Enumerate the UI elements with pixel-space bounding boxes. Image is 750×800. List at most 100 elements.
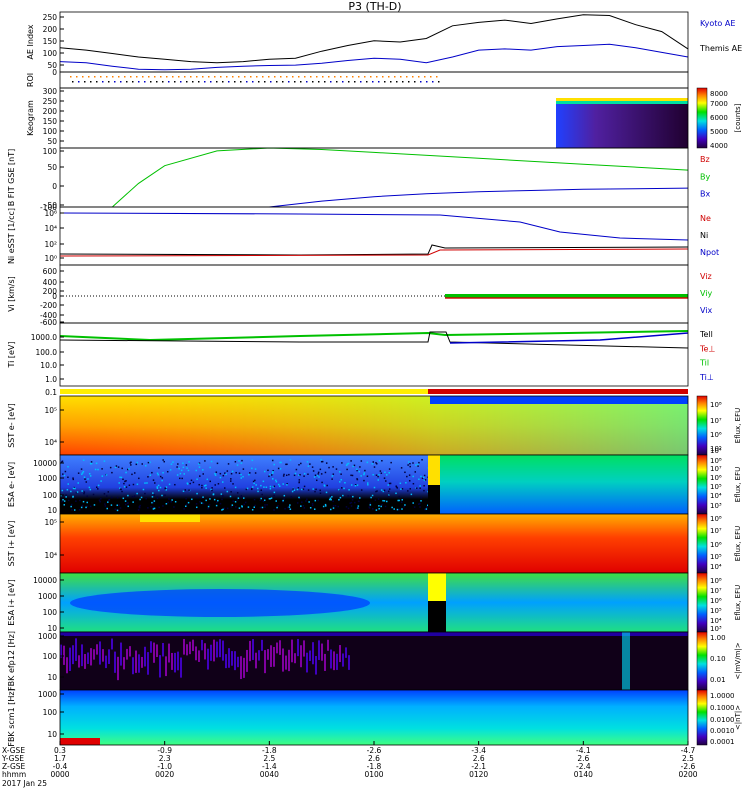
colorbar-label: Eflux, EFU (734, 467, 742, 502)
x-tick-label: 0140 (574, 770, 593, 779)
colorbar-tick: 10⁴ (710, 492, 722, 500)
y-axis-label: ESA i+ [eV] (7, 579, 16, 625)
colorbar-tick: 0.1000 (710, 704, 735, 712)
x-tick-label: 2.6 (368, 754, 380, 763)
colorbar-tick: 0.0010 (710, 727, 735, 735)
colorbar-tick: 10⁷ (710, 465, 722, 473)
legend-entry: Ni (700, 231, 708, 240)
panel-sst-i: 10⁵ 10⁴ SST i+ [eV] 10⁸ 10⁷ 10⁶ 10⁵ 10⁴ Eflux, E… (7, 513, 742, 574)
legend-entry: Ne (700, 214, 711, 223)
y-tick-label: 400 (43, 278, 58, 287)
panel-fbk-b: 1000 100 10 FBK scm1 [Hz] 1.0000 0.1000 0.0100… (7, 688, 742, 746)
y-axis-label: ESA e- [eV] (7, 462, 16, 507)
panel-ae: 250 200 150 100 500 AE Index Kyoto AE Themis AE (26, 11, 742, 77)
colorbar-label: [counts] (734, 103, 742, 132)
colorbar-tick: 10⁵ (710, 445, 722, 453)
y-tick-label: 10 (47, 506, 57, 515)
y-axis-label: Vi [km/s] (7, 276, 16, 312)
title: P3 (TH-D) (348, 0, 402, 13)
y-tick-label: 250 (43, 13, 58, 22)
colorbar-label: Eflux, EFU (734, 526, 742, 561)
y-tick-label: 100.0 (36, 348, 58, 357)
legend-entry: Kyoto AE (700, 19, 735, 28)
colorbar-tick: 10³ (710, 625, 722, 633)
y-axis-label: ROI (26, 73, 35, 87)
legend-entry: Viz (700, 272, 712, 281)
y-tick-label: 50 (47, 137, 57, 146)
colorbar-label: <|mV/m|> (734, 642, 742, 679)
y-tick-label: 50 (47, 61, 57, 70)
y-tick-label: 1000 (38, 690, 57, 699)
x-tick-label: 2.5 (263, 754, 275, 763)
colorbar-tick: 10⁴ (710, 563, 722, 571)
x-axis-row-label: hhmm (2, 770, 26, 779)
y-tick-label: 10⁴ (44, 551, 57, 560)
y-tick-label: 200 (43, 287, 58, 296)
series-bx (269, 187, 689, 208)
y-tick-label: 1000.0 (31, 333, 57, 342)
x-tick-label: 2.6 (473, 754, 485, 763)
x-tick-label: -2.1 (471, 762, 486, 771)
colorbar-tick: 8000 (710, 90, 728, 98)
y-tick-label: 10⁵ (44, 406, 57, 415)
series-kyoto-ae (59, 43, 689, 71)
panel-fbk-e: 1000 100 10 FBK efp12 [Hz] 1.00 0.10 0.01 <|mV/… (7, 631, 742, 691)
x-tick-label: 0200 (678, 770, 697, 779)
x-tick-label: -2.6 (681, 762, 696, 771)
y-tick-label: 200 (43, 25, 58, 34)
legend-entry: Ti⊥ (699, 373, 714, 382)
y-tick-label: 100 (43, 127, 58, 136)
y-axis-label: B FIT GSE [nT] (7, 149, 16, 207)
x-axis-row-label: 2017 Jan 25 (2, 779, 47, 788)
y-tick-label: 100 (43, 147, 58, 156)
colorbar-label: <|nT|> (734, 705, 742, 730)
y-tick-label: 100 (43, 708, 58, 717)
y-tick-label: -200 (40, 301, 57, 310)
colorbar-tick: 1.0000 (710, 692, 735, 700)
colorbar-tick: 10⁶ (710, 474, 722, 482)
panel-roi: ROI (26, 71, 689, 89)
colorbar-tick: 0.01 (710, 676, 726, 684)
colorbar-tick: 10⁸ (710, 457, 722, 465)
legend-entry: Til (699, 359, 709, 368)
panel-esa-e: 10000 1000 100 10 ESA e- [eV] 10⁸10⁷10⁶10⁵10⁴… (7, 454, 742, 515)
colorbar-tick: 10⁴ (710, 617, 722, 625)
x-tick-label: 2.6 (577, 754, 589, 763)
x-tick-label: 0040 (260, 770, 279, 779)
y-tick-label: -50 (45, 201, 57, 210)
x-tick-label: -4.7 (681, 746, 696, 755)
y-tick-label: 300 (43, 87, 58, 96)
x-axis-row-label: Y-GSE (1, 754, 24, 763)
legend-entry: Tell (699, 330, 713, 339)
colorbar-tick: 10⁶ (710, 541, 722, 549)
y-tick-label: 100 (43, 49, 58, 58)
legend-entry: Te⊥ (699, 344, 715, 353)
y-tick-label: 600 (43, 267, 58, 276)
y-tick-label: 100 (43, 491, 58, 500)
colorbar-tick: 10⁶ (710, 597, 722, 605)
x-tick-label: 2.3 (159, 754, 171, 763)
legend-entry: Bz (700, 155, 710, 164)
panel-temperature: 1000.0 100.0 10.0 1.0 0.1 Ti [eV] Tell Te⊥ Til Ti… (7, 322, 715, 397)
y-axis-label: Ni eSST [1/cc] (7, 208, 16, 264)
legend-entry: Vix (700, 306, 713, 315)
x-tick-label: 0120 (469, 770, 488, 779)
y-tick-label: 10⁰ (44, 254, 57, 263)
y-tick-label: 200 (43, 107, 58, 116)
colorbar-tick: 10⁵ (710, 553, 722, 561)
colorbar-tick: 7000 (710, 100, 728, 108)
y-tick-label: 10 (47, 730, 57, 739)
colorbar-tick: 10⁷ (710, 417, 722, 425)
x-tick-label: 0000 (50, 770, 69, 779)
colorbar-tick: 10⁸ (710, 401, 722, 409)
panel-density: 10⁶ 10⁴ 10² 10⁰ Ni eSST [1/cc] Ne Ni Npot (7, 206, 719, 266)
y-tick-label: 10⁶ (44, 209, 57, 218)
x-tick-label: -0.4 (53, 762, 68, 771)
y-axis-label: FBK scm1 [Hz] (7, 688, 16, 746)
x-tick-label: 0.3 (54, 746, 66, 755)
x-tick-label: 0100 (364, 770, 383, 779)
colorbar-tick: 10⁵ (710, 483, 722, 491)
